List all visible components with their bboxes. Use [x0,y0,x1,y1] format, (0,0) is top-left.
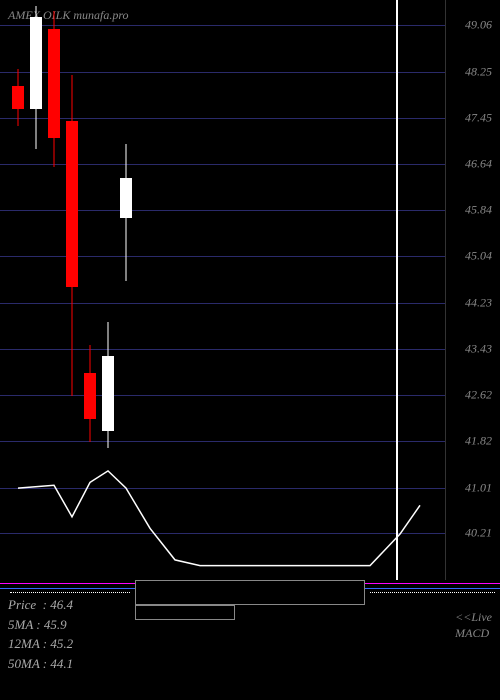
ma50-label: 50MA [8,656,40,671]
cursor-line [396,0,398,580]
y-axis-label: 41.01 [465,480,492,495]
macd-box [135,605,235,620]
y-axis-label: 46.64 [465,157,492,172]
y-axis-label: 44.23 [465,295,492,310]
macd-line [10,592,130,593]
y-axis-label: 42.62 [465,388,492,403]
macd-box [135,580,365,605]
y-axis-label: 40.21 [465,526,492,541]
y-axis-label: 43.43 [465,341,492,356]
macd-line [0,588,135,589]
live-text: <<Live [455,610,492,626]
ma12-value: 45.2 [50,636,73,651]
price-value: 46.4 [50,597,73,612]
macd-line [365,583,500,584]
y-axis-label: 45.84 [465,203,492,218]
macd-line [365,588,500,589]
ma12-row: 12MA : 45.2 [8,634,73,654]
price-row: Price : 46.4 [8,595,73,615]
price-label: Price [8,597,36,612]
macd-line [370,592,495,593]
y-axis-label: 49.06 [465,18,492,33]
y-axis-label: 45.04 [465,249,492,264]
ma5-row: 5MA : 45.9 [8,615,73,635]
ma12-label: 12MA [8,636,40,651]
chart-title: AMEX OILK munafa.pro [8,8,129,23]
macd-text: MACD [455,626,492,642]
macd-line [0,583,135,584]
price-chart: AMEX OILK munafa.pro 49.06 48.25 47.45 46.6… [0,0,500,580]
ma50-value: 44.1 [50,656,73,671]
y-axis [445,0,446,580]
ma50-row: 50MA : 44.1 [8,654,73,674]
macd-panel: Price : 46.4 5MA : 45.9 12MA : 45.2 50MA… [0,580,500,700]
ma-line-overlay [0,0,500,580]
y-axis-label: 47.45 [465,110,492,125]
y-axis-label: 48.25 [465,64,492,79]
ma5-label: 5MA [8,617,33,632]
live-macd-label: <<Live MACD [455,610,492,641]
y-axis-label: 41.82 [465,434,492,449]
ma5-value: 45.9 [44,617,67,632]
price-info-box: Price : 46.4 5MA : 45.9 12MA : 45.2 50MA… [8,595,73,673]
